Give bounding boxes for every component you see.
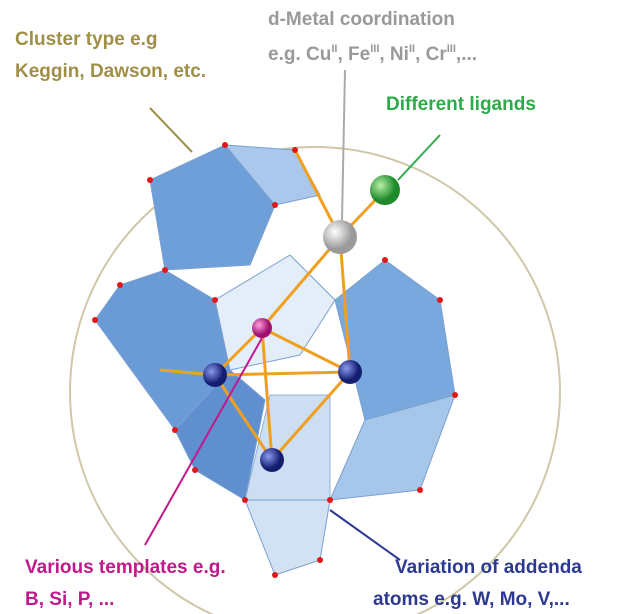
addenda-label: Variation of addenda	[395, 557, 582, 578]
text: e.g. Cu	[268, 44, 331, 65]
text: , Ni	[379, 44, 409, 65]
templates-label: B, Si, P, ...	[25, 589, 114, 610]
structure	[69, 142, 561, 614]
text: , Cr	[415, 44, 447, 65]
templates-label: Various templates e.g.	[25, 557, 226, 578]
cluster-label: Cluster type e.g	[15, 29, 158, 50]
superscript: II	[331, 43, 337, 55]
leader-lines	[144, 69, 441, 561]
superscript: III	[447, 43, 456, 55]
addenda-label: atoms e.g. W, Mo, V,...	[373, 589, 570, 610]
metal-title: d-Metal coordination	[268, 9, 455, 30]
superscript: II	[409, 43, 415, 55]
ligands-label: Different ligands	[386, 94, 536, 115]
text: , Fe	[337, 44, 370, 65]
metal-examples: e.g. CuII, FeIII, NiII, CrIII,...	[268, 43, 477, 65]
text: ,...	[456, 44, 477, 65]
cluster-label: Keggin, Dawson, etc.	[15, 61, 206, 82]
superscript: III	[370, 43, 379, 55]
